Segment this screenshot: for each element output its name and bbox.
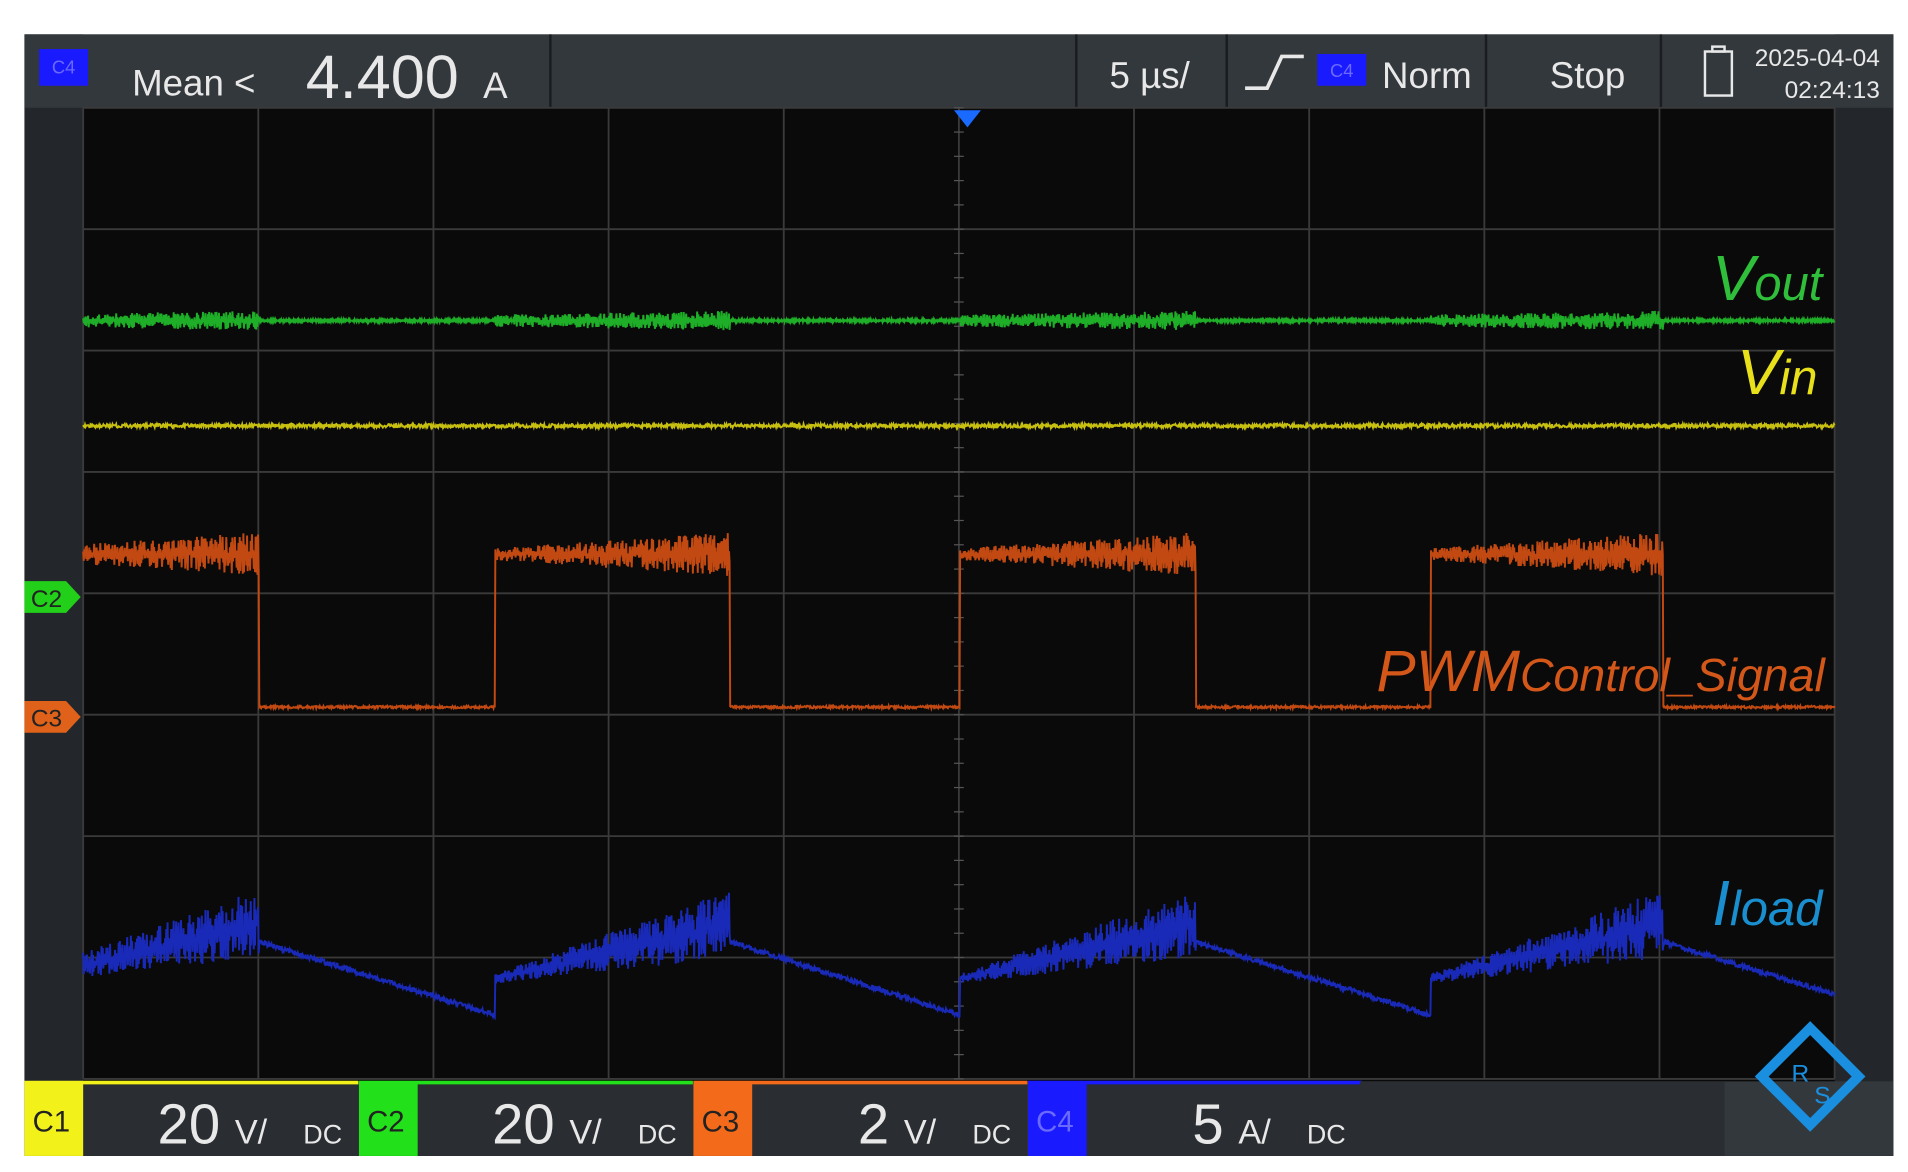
waveform-iload xyxy=(82,892,1836,1021)
waveform-vin xyxy=(82,420,1836,432)
trigger-edge-icon xyxy=(1245,54,1304,91)
bottom-spare xyxy=(1360,1081,1725,1156)
trace-label-sub: in xyxy=(1779,351,1817,405)
channel-unit: V/ xyxy=(904,1114,937,1152)
trace-label: Vin xyxy=(1737,337,1817,408)
right-strip xyxy=(1834,34,1894,1156)
channel-coupling: DC xyxy=(1307,1120,1346,1150)
channel-coupling: DC xyxy=(638,1120,677,1150)
measure-type[interactable]: Mean < xyxy=(132,63,255,104)
measure-channel-badge xyxy=(39,49,89,86)
channel-name: C2 xyxy=(367,1105,405,1138)
logo-r: R xyxy=(1792,1060,1810,1087)
channel-scale[interactable]: 5 xyxy=(1192,1093,1223,1156)
channel-unit: V/ xyxy=(235,1114,268,1152)
channel-coupling: DC xyxy=(972,1120,1011,1150)
logo-s: S xyxy=(1814,1082,1830,1109)
top-bar xyxy=(24,34,1894,108)
channel-badge xyxy=(693,1081,753,1156)
channel-name: C3 xyxy=(702,1105,740,1138)
date: 2025-04-04 xyxy=(1755,45,1880,72)
marker-label: C2 xyxy=(31,586,62,613)
channel-badge xyxy=(1027,1081,1087,1156)
trigger-position-marker xyxy=(954,110,981,128)
waveform-vout xyxy=(82,310,1836,331)
marker-label: C3 xyxy=(31,706,62,733)
measure-unit: A xyxy=(483,65,508,106)
battery-icon xyxy=(1703,45,1734,97)
trace-label-sub: load xyxy=(1730,882,1824,936)
channel-name: C1 xyxy=(33,1105,71,1138)
trigger-channel-badge xyxy=(1317,53,1367,86)
channel-settings: C1 20 V/DC C2 20 V/DC C3 2 V/DC C4 5 A/DC xyxy=(24,1080,1362,1156)
trace-label-main: PWM xyxy=(1377,639,1521,704)
run-state[interactable]: Stop xyxy=(1550,55,1625,96)
trace-label-main: I xyxy=(1712,868,1730,939)
trace-label: Vout xyxy=(1712,243,1825,314)
trigger-channel: C4 xyxy=(1330,60,1353,81)
channel-markers: C2 C3 xyxy=(24,581,81,733)
marker-tag xyxy=(24,700,81,733)
logo: R S xyxy=(1754,1021,1866,1132)
trace-label: PWMControl_Signal xyxy=(1377,639,1827,704)
channel-scale[interactable]: 2 xyxy=(858,1093,889,1156)
marker-tag xyxy=(24,581,81,613)
channel-scale[interactable]: 20 xyxy=(158,1093,221,1156)
channel-unit: V/ xyxy=(569,1114,602,1152)
channel-badge xyxy=(358,1081,418,1156)
trace-label-sub: out xyxy=(1754,257,1824,311)
channel-name: C4 xyxy=(1036,1105,1074,1138)
measure-value: 4.400 xyxy=(306,43,459,111)
trace-label-main: V xyxy=(1712,243,1760,314)
trace-label-sub: Control_Signal xyxy=(1520,649,1826,701)
channel-badge xyxy=(24,1081,84,1156)
channel-scale[interactable]: 20 xyxy=(492,1093,555,1156)
traces xyxy=(82,310,1836,1021)
channel-unit: A/ xyxy=(1238,1114,1271,1152)
trace-label: Iload xyxy=(1712,868,1824,939)
trace-label-main: V xyxy=(1737,337,1785,408)
grid xyxy=(82,106,1836,1080)
trigger-mode[interactable]: Norm xyxy=(1382,55,1472,96)
measure-channel: C4 xyxy=(52,57,75,78)
time: 02:24:13 xyxy=(1785,77,1880,104)
waveform-pwm xyxy=(82,533,1836,713)
top-bar-dividers xyxy=(549,34,1663,108)
timebase[interactable]: 5 µs/ xyxy=(1110,55,1191,96)
channel-coupling: DC xyxy=(303,1120,342,1150)
